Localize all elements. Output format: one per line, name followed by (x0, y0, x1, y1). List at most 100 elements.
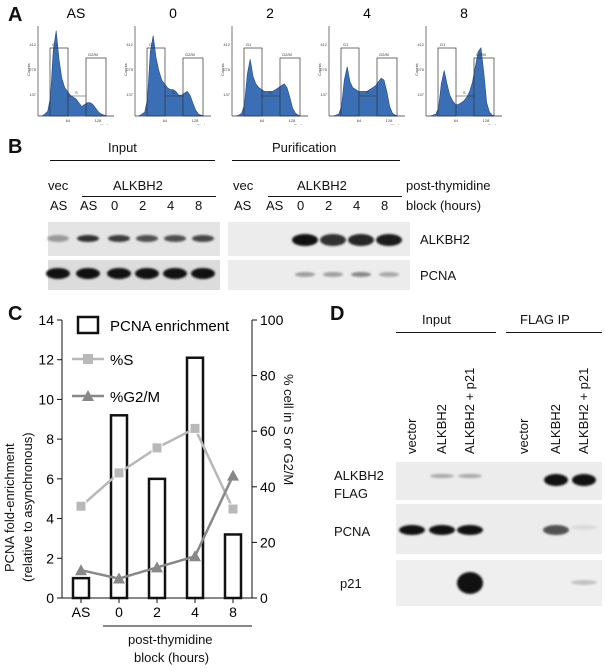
right-tick-label: 20 (260, 534, 276, 550)
band-d-p21 (571, 580, 597, 585)
row-alkbh2-label: ALKBH2 (420, 232, 470, 247)
right-tick-label: 0 (260, 590, 268, 606)
band-d-pcna (399, 525, 425, 535)
point-s (151, 442, 163, 454)
band-purif-alkbh2 (320, 234, 346, 246)
d-row-alkbh2-label: ALKBH2 (334, 468, 384, 483)
histogram-8: 8 412 275 137 64 128FL-Area Counts G1 G2/M S (414, 5, 503, 125)
histogram-title: 4 (363, 5, 371, 21)
point-s (227, 503, 239, 515)
input-underline (50, 160, 215, 161)
band-d-flag (572, 474, 596, 486)
band-input-pcna (76, 268, 100, 279)
band-input-pcna (163, 268, 187, 279)
c-xlabel-2: block (hours) (134, 650, 210, 665)
hist-ylabel: Counts (220, 63, 225, 76)
left-tick-label: 2 (46, 550, 54, 566)
legend-s: %S (110, 352, 133, 369)
input-header: Input (108, 140, 137, 155)
hist-xtick: 64 (66, 118, 71, 123)
hist-xtick: 128 (483, 118, 490, 123)
d-input-underline (396, 332, 496, 333)
hist-ylabel: Counts (414, 63, 419, 76)
right-tick-label: 60 (260, 423, 276, 439)
lane-purif-1: AS (266, 198, 284, 213)
gate-g2m-label: G2/M (88, 52, 98, 57)
legend-g2m-marker (82, 390, 94, 401)
hist-ytick: 275 (320, 67, 327, 72)
gate-g2m (85, 57, 107, 117)
blot-d-p21 (396, 560, 602, 606)
purif-alkbh2-label: ALKBH2 (297, 178, 347, 193)
lane-input-4: 4 (167, 198, 175, 213)
d-row-p21-label: p21 (340, 576, 362, 591)
hist-ytick: 412 (126, 42, 133, 47)
x-tick-label: 2 (153, 604, 161, 620)
panel-d-label: D (330, 303, 345, 325)
gate-g1-label: G1 (246, 42, 252, 47)
bar-pcna-enrichment (71, 576, 91, 600)
band-input-alkbh2 (47, 235, 69, 242)
gate-g2m-label: G2/M (185, 52, 195, 57)
time-label-2: block (hours) (406, 198, 482, 213)
gate-s-label: S (269, 90, 272, 95)
gate-g1-label: G1 (343, 42, 349, 47)
band-input-alkbh2 (192, 235, 214, 242)
band-purif-pcna (295, 272, 315, 277)
lane-input-1: AS (80, 198, 98, 213)
histogram-4: 4 412 275 137 64 128FL-Area Counts G1 G2/M S (317, 5, 406, 125)
d-row-flag-label: FLAG (334, 486, 368, 501)
band-purif-pcna (379, 272, 399, 277)
lane-d-1: ALKBH2 (434, 404, 449, 454)
point-s (189, 422, 201, 434)
hist-xlabel: FL-Area (100, 123, 115, 125)
hist-ylabel: Counts (317, 63, 322, 76)
x-tick-label: 8 (229, 604, 237, 620)
gate-g2m-label: G2/M (282, 52, 292, 57)
blot-input-alkbh2 (48, 222, 220, 256)
histogram-area (426, 47, 502, 117)
hist-ylabel: Counts (26, 63, 31, 76)
blot-d-flag (396, 462, 602, 500)
hist-xtick: 64 (163, 118, 168, 123)
band-input-alkbh2 (136, 235, 158, 242)
x-tick-label: AS (72, 604, 91, 620)
left-tick-label: 8 (46, 431, 54, 447)
gate-g2m-label: G2/M (379, 52, 389, 57)
gate-g1 (437, 47, 457, 117)
bar-pcna-enrichment (185, 356, 205, 600)
histogram-2: 2 412 275 137 64 128FL-Area Counts G1 G2/M S (220, 5, 309, 125)
hist-xtick: 128 (386, 118, 393, 123)
histogram-AS: AS 412 275 137 64 128FL-Area Counts G1 G2/M S (26, 5, 115, 125)
hist-ytick: 137 (29, 92, 36, 97)
histogram-title: 2 (266, 5, 274, 21)
histogram-title: 0 (169, 5, 177, 21)
band-input-alkbh2 (77, 235, 99, 242)
hist-ytick: 137 (223, 92, 230, 97)
d-row-pcna-label: PCNA (334, 524, 371, 539)
lane-purif-0: AS (234, 198, 252, 213)
time-label-1: post-thymidine (406, 178, 491, 193)
gate-g1 (340, 47, 360, 117)
gate-g1 (146, 47, 166, 117)
lane-d-3: vector (516, 418, 531, 454)
band-input-pcna (135, 268, 159, 279)
hist-ytick: 275 (126, 67, 133, 72)
lane-input-5: 8 (195, 198, 203, 213)
legend-g2m: %G2/M (110, 389, 160, 406)
gate-g2m (279, 57, 301, 117)
lane-purif-3: 2 (325, 198, 333, 213)
blot-d-pcna (396, 504, 602, 554)
histogram-area (38, 30, 114, 117)
left-tick-label: 12 (38, 352, 54, 368)
band-input-pcna (191, 268, 215, 279)
gate-s-label: S (75, 90, 78, 95)
gate-g1-label: G1 (440, 42, 446, 47)
x-tick-label: 4 (191, 604, 199, 620)
hist-ytick: 275 (223, 67, 230, 72)
lane-d-2: ALKBH2 + p21 (462, 367, 477, 454)
histogram-title: 8 (460, 5, 468, 21)
band-d-flag (458, 474, 482, 478)
band-input-pcna (107, 268, 131, 279)
left-tick-label: 0 (46, 590, 54, 606)
